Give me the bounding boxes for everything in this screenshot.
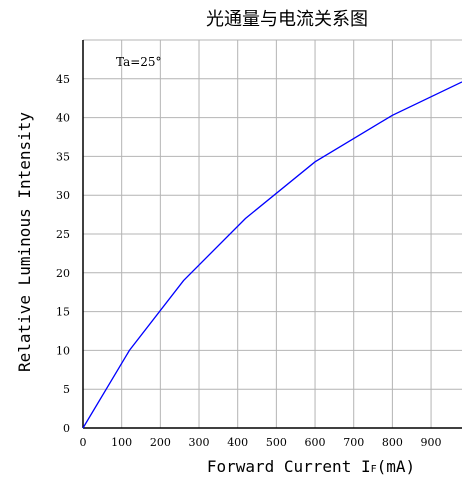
series-layer: [82, 81, 462, 429]
x-tick-label: 900: [421, 436, 442, 449]
x-tick-label: 700: [343, 436, 364, 449]
x-tick-label: 800: [382, 436, 403, 449]
x-axis-label-main: Forward Current I: [207, 457, 371, 476]
y-tick-label: 40: [56, 112, 70, 125]
x-tick-label: 200: [150, 436, 171, 449]
y-tick-label: 10: [56, 344, 70, 357]
axes: [82, 40, 462, 429]
x-tick-label: 100: [111, 436, 132, 449]
chart-title: 光通量与电流关系图: [206, 9, 368, 30]
x-tick-label: 300: [189, 436, 210, 449]
y-tick-label: 35: [56, 150, 70, 163]
x-axis-label-subscript: F: [371, 464, 377, 475]
series-line: [82, 81, 462, 429]
tick-labels: 0 100 200 300 400 500 600 700 800 900 0 5 10 15 20 25 30…: [56, 73, 442, 449]
y-tick-label: 5: [63, 383, 70, 396]
y-tick-label: 25: [56, 228, 70, 241]
grid: [83, 39, 462, 428]
x-axis-label: Forward Current IF(mA): [207, 457, 415, 476]
x-tick-label: 0: [80, 436, 87, 449]
temperature-annotation: Ta=25°: [116, 55, 162, 69]
y-axis-label: Relative Luminous Intensity: [15, 112, 34, 372]
y-tick-label: 20: [56, 267, 70, 280]
y-tick-label: 30: [56, 189, 70, 202]
x-tick-label: 500: [266, 436, 287, 449]
x-axis-label-unit: (mA): [377, 457, 416, 476]
y-tick-label: 0: [63, 422, 70, 435]
x-tick-label: 400: [227, 436, 248, 449]
x-tick-label: 600: [305, 436, 326, 449]
y-tick-label: 45: [56, 73, 70, 86]
y-tick-label: 15: [56, 306, 70, 319]
